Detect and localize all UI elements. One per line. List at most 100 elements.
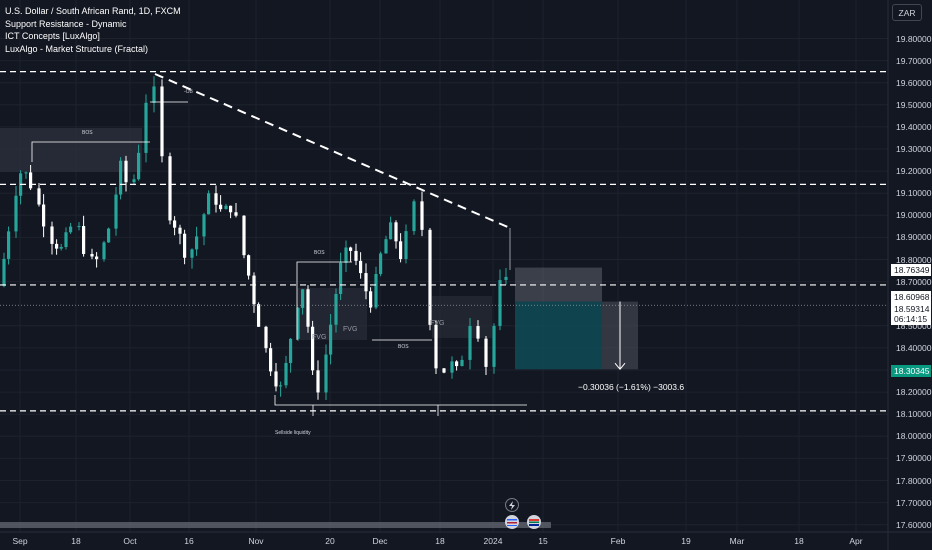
flag-us-icon[interactable]: [505, 515, 519, 529]
price-tick-label: 18.10000: [896, 409, 932, 420]
indicator-market-structure[interactable]: LuxAlgo - Market Structure (Fractal): [5, 43, 149, 54]
candle-up: [144, 102, 148, 153]
candle-down: [484, 338, 488, 367]
price-tick-label: 19.50000: [896, 99, 932, 110]
bos-label: BOS: [398, 344, 409, 350]
stop-zone: [515, 267, 602, 302]
candle-down: [82, 226, 86, 254]
price-tag: 18.30345: [891, 365, 931, 377]
candle-down: [247, 255, 251, 276]
indicator-ict-concepts[interactable]: ICT Concepts [LuxAlgo]: [5, 31, 100, 41]
candle-down: [420, 201, 424, 230]
price-axis[interactable]: 19.80000 19.70000 19.60000 19.50000 19.40000…: [888, 0, 932, 536]
candle-up: [384, 239, 388, 254]
annotation-zones: [0, 128, 638, 371]
candle-up: [468, 326, 472, 360]
indicator-support-resistance[interactable]: Support Resistance - Dynamic: [5, 18, 127, 29]
candle-up: [404, 231, 408, 259]
fvg-label: FVG: [430, 320, 445, 327]
candle-down: [168, 156, 172, 221]
flag-za-icon[interactable]: [527, 515, 541, 529]
candle-up: [279, 385, 283, 387]
time-tick-label: 16: [184, 536, 194, 546]
candle-down: [442, 368, 446, 373]
time-tick-label: 20: [325, 536, 335, 546]
candle-up: [460, 359, 464, 367]
sellside-line: [274, 395, 527, 406]
fvg-label: FVG: [312, 334, 327, 341]
time-tick-label: Apr: [849, 536, 863, 546]
candle-down: [42, 204, 46, 227]
candle-down: [354, 250, 358, 261]
time-tick-label: 18: [435, 536, 445, 546]
candle-down: [95, 256, 99, 260]
price-tick-label: 17.70000: [896, 497, 932, 508]
candle-down: [359, 260, 363, 274]
symbol-title[interactable]: U.S. Dollar / South African Rand, 1D, FX…: [5, 6, 181, 16]
candle-down: [214, 193, 218, 205]
candle-up: [289, 338, 293, 363]
time-tick-label: 18: [794, 536, 804, 546]
candle-up: [107, 228, 111, 243]
candle-down: [55, 243, 59, 249]
supply-zone: [0, 128, 142, 172]
price-tick-label: 19.30000: [896, 144, 932, 154]
candle-up: [14, 195, 18, 232]
ob-label: -OB: [184, 89, 193, 95]
time-tick-label: 18: [71, 536, 81, 546]
lightning-icon[interactable]: [505, 498, 519, 512]
candle-up: [64, 232, 68, 247]
candle-down: [50, 226, 54, 244]
candle-up: [379, 253, 383, 275]
price-tick-label: 18.00000: [896, 431, 932, 442]
candle-up: [59, 246, 63, 249]
price-tick-label: 18.20000: [896, 387, 932, 398]
time-tick-label: 2024: [483, 536, 503, 546]
time-tick-label: 19: [681, 536, 691, 546]
time-tick-label: Nov: [248, 536, 264, 546]
price-tick-label: 18.50000: [896, 320, 932, 331]
candle-up: [2, 258, 6, 287]
time-tick-label: Mar: [729, 536, 745, 546]
price-tick-label: 19.80000: [896, 33, 932, 44]
candle-up: [69, 226, 73, 233]
bos-line: [31, 141, 150, 162]
candle-down: [306, 289, 310, 327]
price-tag: 18.76349: [891, 264, 931, 276]
price-tick-label: 19.60000: [896, 77, 932, 88]
candle-up: [450, 361, 454, 373]
time-tick-label: Dec: [372, 536, 388, 546]
price-tag: 18.59314: [891, 303, 931, 315]
currency-button[interactable]: ZAR: [892, 4, 922, 21]
candle-up: [374, 274, 378, 308]
candle-down: [252, 275, 256, 305]
candle-down: [178, 227, 182, 234]
candle-up: [389, 222, 393, 240]
candle-up: [498, 280, 502, 326]
candle-up: [119, 160, 123, 195]
bos-line: [296, 261, 352, 340]
candle-up: [492, 325, 496, 367]
candle-up: [114, 194, 118, 229]
annotation-lines: [0, 71, 888, 528]
price-tick-label: 18.80000: [896, 254, 932, 265]
candle-down: [160, 86, 164, 157]
candle-up: [152, 86, 156, 103]
bos-label: BOS: [82, 130, 93, 136]
candle-up: [301, 289, 305, 308]
candle-up: [339, 262, 343, 294]
candle-down: [90, 253, 94, 257]
price-tag: 06:14:15: [891, 313, 931, 325]
candle-down: [257, 304, 261, 327]
measure-arrowhead: [614, 362, 626, 371]
time-axis[interactable]: Sep 18 Oct 16 Nov 20 Dec 18 2024 15 Feb 19 Mar 18 Apr: [0, 532, 888, 550]
price-tick-label: 19.20000: [896, 166, 932, 177]
candle-down: [349, 247, 353, 251]
fvg-zone: [432, 296, 492, 338]
candle-down: [229, 205, 233, 213]
candle-down: [369, 291, 373, 308]
time-tick-label: Sep: [12, 536, 28, 546]
price-tick-label: 18.40000: [896, 342, 932, 353]
